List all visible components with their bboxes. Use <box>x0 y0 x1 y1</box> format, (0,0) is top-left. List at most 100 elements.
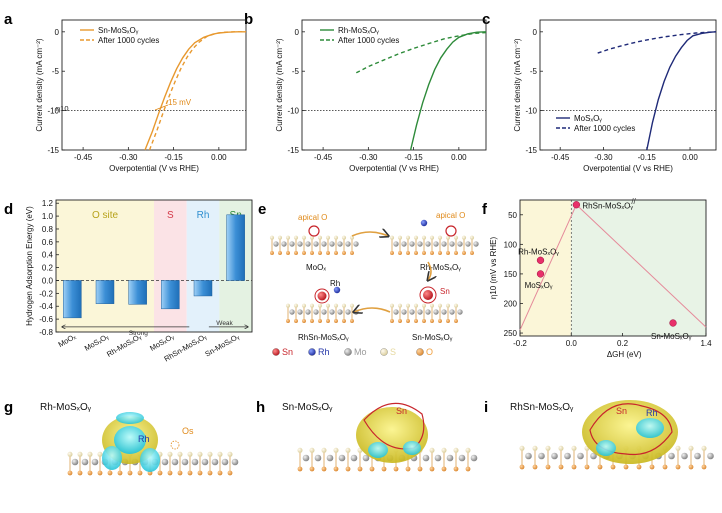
legend-text-mo: Mo <box>354 347 367 357</box>
bar-d-0 <box>63 280 82 319</box>
o-atom <box>430 251 434 255</box>
o-atom <box>326 251 330 255</box>
mo-atom <box>305 241 311 247</box>
panel-label-f: f <box>482 201 488 218</box>
rh-atom-rhsn <box>333 286 341 294</box>
s-atom <box>389 303 395 308</box>
h-lobe-cyan <box>368 442 388 458</box>
s-atom <box>309 303 315 308</box>
delta-label: 15 mV <box>168 98 192 107</box>
o-atom <box>701 464 707 470</box>
xtick-label-a: -0.45 <box>74 153 93 162</box>
ylabel-b: Current density (mA cm⁻²) <box>275 38 284 131</box>
panel-g-structure: Rh-MoSₓOᵧ Rh Os <box>40 402 239 476</box>
g-os-label: Os <box>182 426 194 436</box>
bar-d-2 <box>128 280 147 305</box>
s-atom <box>453 235 459 240</box>
o-atom <box>558 464 564 470</box>
mo-atom <box>302 454 310 462</box>
o-atom <box>310 251 314 255</box>
legend-text-sn: Sn <box>282 347 293 357</box>
o-atom <box>67 470 73 476</box>
mo-atom <box>393 309 399 315</box>
s-atom <box>301 303 307 308</box>
mo-atom <box>458 454 466 462</box>
region-right-f <box>571 200 706 336</box>
mo-atom <box>321 309 327 315</box>
g-rh-label: Rh <box>138 434 150 444</box>
ytick-label-c: 0 <box>533 28 538 37</box>
series-line-b-0 <box>409 31 487 151</box>
mo-atom <box>434 454 442 462</box>
mo-atom <box>305 309 311 315</box>
legend-text-rh: Rh <box>318 347 330 357</box>
bar-d-4 <box>193 280 213 297</box>
sn-ring <box>419 286 437 304</box>
mox-structure: apical O MoOₓ <box>269 213 359 272</box>
mo-atom <box>314 454 322 462</box>
axis-break-f: // <box>631 197 636 206</box>
o-atom <box>406 251 410 255</box>
o-atom <box>345 466 351 472</box>
o-atom <box>571 464 577 470</box>
o-atom <box>294 251 298 255</box>
bar-d-3 <box>161 280 180 310</box>
o-atom <box>217 470 223 476</box>
ytick-label-a: -5 <box>52 67 60 76</box>
s-atom <box>207 451 213 457</box>
o-atom <box>405 466 411 472</box>
panel-label-d: d <box>4 201 13 218</box>
o-atom <box>369 466 375 472</box>
mo-atom <box>345 309 351 315</box>
ytick-label-b: -15 <box>287 146 299 155</box>
o-atom <box>77 470 83 476</box>
i-lobe-cyan-2 <box>596 440 616 456</box>
s-atom <box>389 235 395 240</box>
o-atom <box>333 466 339 472</box>
o-atom <box>294 319 298 323</box>
i-lobe-cyan <box>636 418 664 438</box>
legend-label-b-1: After 1000 cycles <box>338 36 399 45</box>
s-atom <box>177 451 183 457</box>
sn-ring-rhsn <box>314 288 330 304</box>
panel-i-structure: RhSn-MoSₓOᵧ Sn Rh <box>510 400 714 470</box>
s-atom <box>333 447 339 453</box>
o-atom <box>545 464 551 470</box>
s-atom <box>341 303 347 308</box>
s-atom <box>413 303 419 308</box>
ytick-label-f: 100 <box>504 240 518 249</box>
mo-atom <box>221 458 229 466</box>
volcano-right-f <box>576 204 707 328</box>
plot-frame-a <box>61 19 247 151</box>
series-line-b-1 <box>355 31 487 74</box>
chart-a: -0.45 -0.30 -0.15 0.00 0 -5 -10 -15 Overpotentia… <box>35 19 247 173</box>
rh-atom-top <box>420 219 428 227</box>
o-atom <box>688 464 694 470</box>
panel-label-h: h <box>256 399 265 416</box>
mo-atom <box>446 454 454 462</box>
s-atom <box>558 445 564 451</box>
s-atom <box>465 447 471 453</box>
mo-atom <box>337 241 343 247</box>
mo-atom <box>590 452 597 460</box>
s-atom <box>701 445 707 451</box>
s-atom <box>429 235 435 240</box>
s-atom <box>519 445 525 451</box>
o-atom <box>87 470 93 476</box>
o-atom <box>137 470 143 476</box>
s-atom <box>349 303 355 308</box>
series-line-c-0 <box>646 31 717 151</box>
ytick-label-c: -5 <box>530 67 538 76</box>
o-atom <box>675 464 681 470</box>
panel-label-i: i <box>484 399 488 416</box>
xlabel-f: ΔGH (eV) <box>607 350 642 359</box>
delta-pointer <box>154 104 169 111</box>
xtick-label-f: 1.4 <box>700 339 712 348</box>
i-sn-label: Sn <box>616 406 627 416</box>
ytick-label-d: -0.8 <box>39 328 53 337</box>
xtick-label-f: 0.2 <box>617 339 629 348</box>
xtick-label-d: MoOₓ <box>57 332 78 349</box>
panel-e-legend: Sn Rh Mo S O <box>272 347 433 357</box>
rhsn-structure: Rh RhSn-MoSₓOᵧ <box>285 279 359 342</box>
